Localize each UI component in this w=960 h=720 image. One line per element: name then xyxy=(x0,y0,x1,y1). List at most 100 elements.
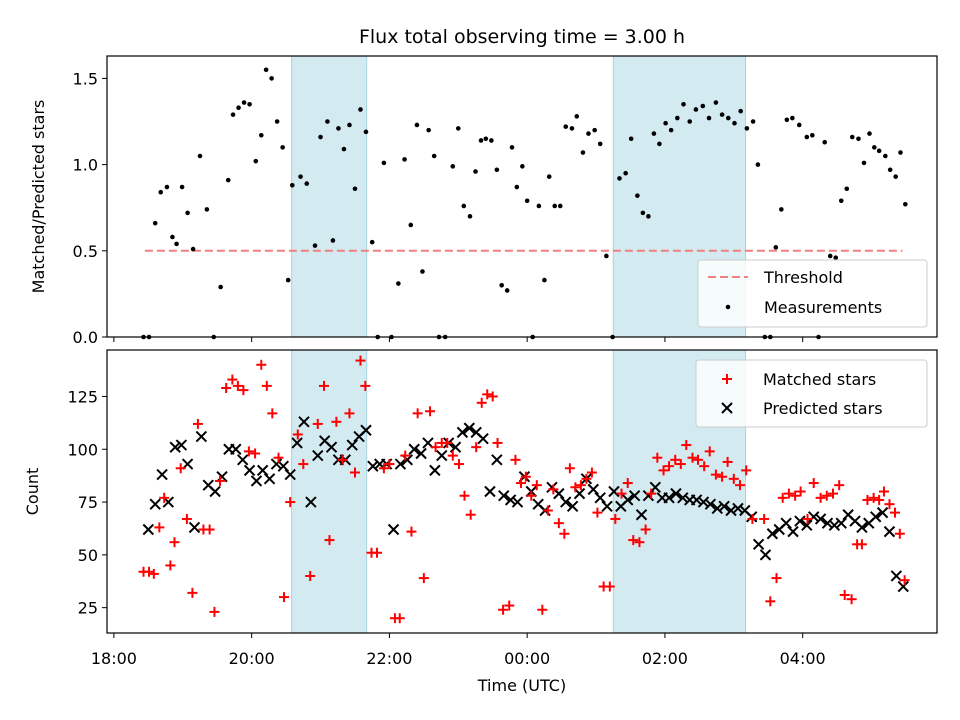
predicted-star-point xyxy=(429,464,441,477)
measurement-point xyxy=(542,277,547,283)
predicted-star-point xyxy=(284,468,296,481)
measurement-point xyxy=(646,214,651,219)
matched-star-point xyxy=(681,440,692,451)
matched-star-point xyxy=(400,450,411,461)
predicted-star-point xyxy=(807,511,820,523)
measurement-point xyxy=(204,207,210,212)
measurement-point xyxy=(170,234,175,240)
measurement-point xyxy=(773,245,779,250)
measurement-point xyxy=(563,124,569,129)
measurement-point xyxy=(494,167,500,173)
ratio-legend: Threshold Measurements xyxy=(697,259,928,328)
legend-matched-swatch xyxy=(722,374,732,384)
measurement-point xyxy=(779,207,784,212)
measurement-point xyxy=(898,150,903,155)
measurement-point xyxy=(574,114,580,119)
measurement-point xyxy=(713,100,719,105)
x-tick-label: 22:00 xyxy=(366,649,412,668)
measurement-point xyxy=(867,131,872,136)
matched-star-point xyxy=(670,454,681,465)
matched-star-point xyxy=(878,486,889,497)
matched-star-point xyxy=(331,416,342,427)
matched-star-point xyxy=(425,406,436,417)
matched-star-point xyxy=(710,469,721,480)
matched-star-point xyxy=(355,355,366,366)
count-y-tick-label: 25 xyxy=(78,599,98,618)
x-tick-label: 20:00 xyxy=(229,649,275,668)
matched-star-point xyxy=(430,442,441,453)
count-y-tick-label: 125 xyxy=(67,387,98,406)
predicted-star-point xyxy=(814,513,827,525)
predicted-star-point xyxy=(876,506,889,519)
predicted-star-point xyxy=(766,528,779,540)
x-tick-label: 04:00 xyxy=(780,649,826,668)
measurement-point xyxy=(569,126,575,131)
predicted-star-point xyxy=(759,549,772,561)
matched-star-point xyxy=(675,459,686,470)
matched-star-point xyxy=(465,509,476,520)
matched-star-point xyxy=(646,488,657,499)
matched-star-point xyxy=(209,606,220,617)
legend-predicted-swatch xyxy=(721,402,733,414)
matched-star-point xyxy=(169,537,180,548)
predicted-star-point xyxy=(801,519,813,531)
count-y-axis-label: Count xyxy=(23,468,42,516)
matched-star-point xyxy=(747,513,758,524)
matched-star-point xyxy=(492,437,503,448)
measurement-point xyxy=(152,220,158,226)
predicted-star-point xyxy=(897,580,909,593)
matched-star-point xyxy=(874,494,885,505)
predicted-star-point xyxy=(484,485,496,498)
matched-star-point xyxy=(238,385,249,396)
matched-star-point xyxy=(447,450,458,461)
predicted-star-point xyxy=(394,458,407,470)
measurement-point xyxy=(635,193,640,198)
measurement-point xyxy=(700,103,706,109)
matched-star-point xyxy=(553,518,564,529)
predicted-star-point xyxy=(243,464,256,477)
matched-star-point xyxy=(394,613,405,624)
measurement-point xyxy=(473,169,478,174)
legend-threshold-label: Threshold xyxy=(763,268,843,287)
matched-star-point xyxy=(717,471,728,482)
legend-matched-label: Matched stars xyxy=(763,370,876,389)
measurement-point xyxy=(247,101,252,107)
matched-star-point xyxy=(827,488,838,499)
matched-star-point xyxy=(261,380,272,391)
measurement-point xyxy=(325,119,330,124)
matched-star-point xyxy=(564,463,575,474)
matched-star-point xyxy=(628,535,639,546)
matched-star-point xyxy=(839,589,850,600)
predicted-star-point xyxy=(601,500,613,512)
predicted-star-point xyxy=(608,485,620,498)
measurement-point xyxy=(822,139,828,145)
measurement-point xyxy=(580,150,586,155)
measurement-point xyxy=(536,203,542,209)
matched-star-point xyxy=(783,488,794,499)
measurement-point xyxy=(732,120,737,126)
measurement-point xyxy=(158,189,164,195)
predicted-star-point xyxy=(325,441,338,453)
measurement-point xyxy=(225,177,231,183)
measurement-point xyxy=(687,119,693,124)
predicted-star-point xyxy=(828,519,841,531)
predicted-star-point xyxy=(149,498,161,510)
measurement-point xyxy=(706,115,712,121)
measurement-point xyxy=(218,284,223,290)
predicted-star-point xyxy=(415,447,427,460)
measurement-point xyxy=(796,122,802,128)
predicted-star-point xyxy=(718,500,730,512)
matched-star-point xyxy=(856,539,867,550)
measurement-point xyxy=(312,243,318,248)
measurement-point xyxy=(681,101,686,107)
measurement-point xyxy=(358,107,363,112)
matched-star-point xyxy=(687,452,698,463)
ratio-panel: 0.0 0.5 1.0 1.5 Matched/Predicted stars Thr… xyxy=(29,55,938,347)
measurement-point xyxy=(402,157,407,162)
matched-star-point xyxy=(175,463,186,474)
matched-star-point xyxy=(515,478,526,489)
measurement-point xyxy=(431,153,437,159)
measurement-point xyxy=(253,158,259,164)
matched-star-point xyxy=(406,526,417,537)
measurement-point xyxy=(363,129,369,135)
